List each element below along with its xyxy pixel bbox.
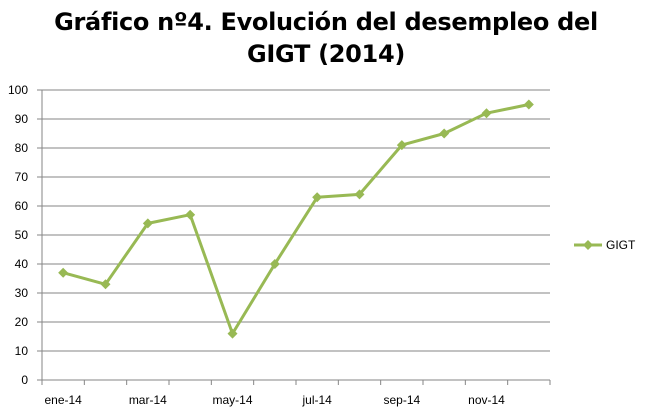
data-point <box>269 259 280 269</box>
data-point <box>396 140 407 151</box>
data-point <box>142 218 153 229</box>
chart-title: Gráfico nº4. Evolución del desempleo del… <box>0 6 652 70</box>
data-point <box>481 108 492 119</box>
y-tick-label: 30 <box>15 286 29 300</box>
y-tick-label: 100 <box>8 83 28 97</box>
data-point <box>185 209 196 220</box>
data-point <box>227 328 238 339</box>
y-tick-label: 90 <box>15 112 29 126</box>
y-tick-label: 40 <box>15 257 29 271</box>
chart-title-line1: Gráfico nº4. Evolución del desempleo del <box>54 8 598 36</box>
y-tick-label: 20 <box>15 315 29 329</box>
data-point <box>100 279 111 290</box>
x-tick-label: mar-14 <box>129 393 167 407</box>
series-line-gigt <box>62 103 530 336</box>
y-tick-label: 50 <box>15 228 29 242</box>
x-tick-label: may-14 <box>212 393 252 407</box>
x-tick-label: sep-14 <box>383 393 420 407</box>
legend-marker <box>583 240 593 250</box>
x-tick-label: ene-14 <box>44 393 82 407</box>
data-point <box>58 267 69 278</box>
x-tick-label: nov-14 <box>468 393 505 407</box>
y-tick-label: 60 <box>15 199 29 213</box>
data-point <box>439 128 450 139</box>
y-tick-label: 0 <box>21 373 28 387</box>
legend-label: GIGT <box>606 238 636 252</box>
data-point <box>312 192 323 203</box>
y-tick-label: 70 <box>15 170 29 184</box>
y-tick-label: 80 <box>15 141 29 155</box>
chart-title-line2: GIGT (2014) <box>246 40 406 68</box>
data-point <box>523 99 534 110</box>
data-point <box>354 189 365 200</box>
y-tick-label: 10 <box>15 344 29 358</box>
x-tick-label: jul-14 <box>301 393 332 407</box>
